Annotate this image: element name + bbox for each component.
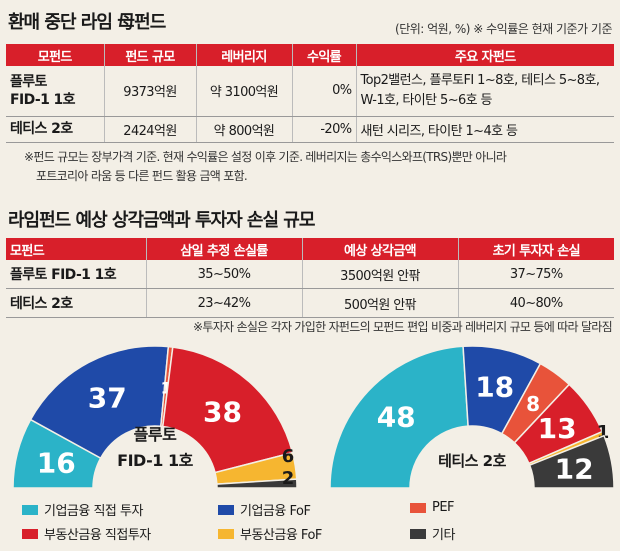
header-cell: 초기 투자자 손실 [458, 238, 614, 260]
leverage: 약 3100억원 [196, 66, 293, 117]
title-lime-parent-funds: 환매 중단 라임 母펀드 [8, 12, 166, 33]
footnote-fund-size: ※펀드 규모는 장부가격 기준. 현재 수익률은 설정 이후 기준. 레버리지는… [24, 150, 507, 183]
pie-slice [29, 345, 170, 460]
fund-size: 2424억원 [104, 116, 197, 143]
fund-name: 플루토 FID-1 1호 [6, 260, 147, 289]
pie-slice [329, 345, 469, 489]
writeoff-amount: 3500억원 안팎 [302, 260, 459, 289]
fund-name: 테티스 2호 [6, 288, 147, 318]
investor-loss: 37~75% [458, 260, 614, 289]
header-cell: 모펀드 [6, 44, 105, 66]
fund-name: 플루토 FID-1 1호 [6, 66, 105, 117]
writeoff-table: 모펀드 삼일 추정 손실률 예상 상각금액 초기 투자자 손실 플루토 FID-… [6, 238, 614, 318]
header-cell: 예상 상각금액 [302, 238, 459, 260]
slice-value-label: 13 [538, 412, 577, 445]
slice-value-label: 1 [161, 379, 172, 398]
legend-item: 부동산금융 직접투자 [22, 524, 151, 543]
chart-center-label: 테티스 2호 [438, 452, 507, 470]
legend-swatch [218, 504, 234, 515]
header-cell: 레버리지 [196, 44, 293, 66]
chart-center-label: 플루토 [134, 425, 177, 444]
footnote-investor-loss: ※투자자 손실은 각자 가입한 자펀드의 모펀드 편입 비중과 레버리지 규모 … [193, 320, 613, 334]
legend-swatch [22, 504, 38, 515]
unit-note: (단위: 억원, %) ※ 수익률은 현재 기준가 기준 [395, 22, 612, 36]
slice-value-label: 8 [526, 392, 540, 416]
fund-name: 테티스 2호 [6, 116, 105, 143]
legend-item: PEF [410, 500, 455, 515]
header-cell: 수익률 [292, 44, 357, 66]
legend-swatch [22, 528, 38, 539]
loss-rate: 23~42% [146, 288, 303, 318]
legend-swatch [218, 528, 234, 539]
header-cell: 주요 자펀드 [356, 44, 614, 66]
table-row: 플루토 FID-1 1호 9373억원 약 3100억원 0% Top2밸런스, … [6, 66, 614, 117]
writeoff-amount: 500억원 안팎 [302, 288, 459, 318]
header-cell: 삼일 추정 손실률 [146, 238, 303, 260]
legend-item: 기업금융 직접 투자 [22, 500, 143, 519]
slice-value-label: 12 [555, 452, 594, 485]
table-row: 플루토 FID-1 1호 35~50% 3500억원 안팎 37~75% [6, 260, 614, 289]
return-rate: 0% [292, 66, 357, 117]
loss-rate: 35~50% [146, 260, 303, 289]
slice-value-label: 38 [203, 395, 242, 428]
slice-value-label: 48 [377, 401, 416, 434]
header-cell: 펀드 규모 [104, 44, 197, 66]
legend-item: 부동산금융 FoF [218, 524, 322, 543]
slice-value-label: 2 [282, 468, 295, 489]
pie-slice [528, 434, 615, 489]
pie-slice [216, 478, 298, 489]
header-cell: 모펀드 [6, 238, 147, 260]
sub-funds: Top2밸런스, 플루토FI 1~8호, 테티스 5~8호, W-1호, 타이탄 … [356, 66, 614, 117]
return-rate: -20% [292, 116, 357, 143]
table-header-row: 모펀드 펀드 규모 레버리지 수익률 주요 자펀드 [6, 44, 614, 66]
table-row: 테티스 2호 2424억원 약 800억원 -20% 새턴 시리즈, 타이탄 1… [6, 116, 614, 143]
title-writeoff-losses: 라임펀드 예상 상각금액과 투자자 손실 규모 [8, 210, 315, 231]
table-row: 테티스 2호 23~42% 500억원 안팎 40~80% [6, 288, 614, 318]
table-header-row: 모펀드 삼일 추정 손실률 예상 상각금액 초기 투자자 손실 [6, 238, 614, 260]
slice-value-label: 37 [88, 382, 127, 415]
legend-item: 기업금융 FoF [218, 500, 311, 519]
legend-swatch [410, 502, 426, 513]
legend-item: 기타 [410, 524, 455, 543]
legend-swatch [410, 528, 426, 539]
fund-size: 9373억원 [104, 66, 197, 117]
leverage: 약 800억원 [196, 116, 293, 143]
chart-center-label: FID-1 1호 [117, 451, 193, 470]
sub-funds: 새턴 시리즈, 타이탄 1~4호 등 [356, 116, 614, 143]
slice-value-label: 16 [37, 446, 76, 479]
pie-slice [161, 346, 294, 474]
slice-value-label: 6 [282, 446, 295, 467]
parent-fund-table: 모펀드 펀드 규모 레버리지 수익률 주요 자펀드 플루토 FID-1 1호 93… [6, 44, 614, 143]
investor-loss: 40~80% [458, 288, 614, 318]
slice-value-label: 18 [475, 370, 514, 403]
